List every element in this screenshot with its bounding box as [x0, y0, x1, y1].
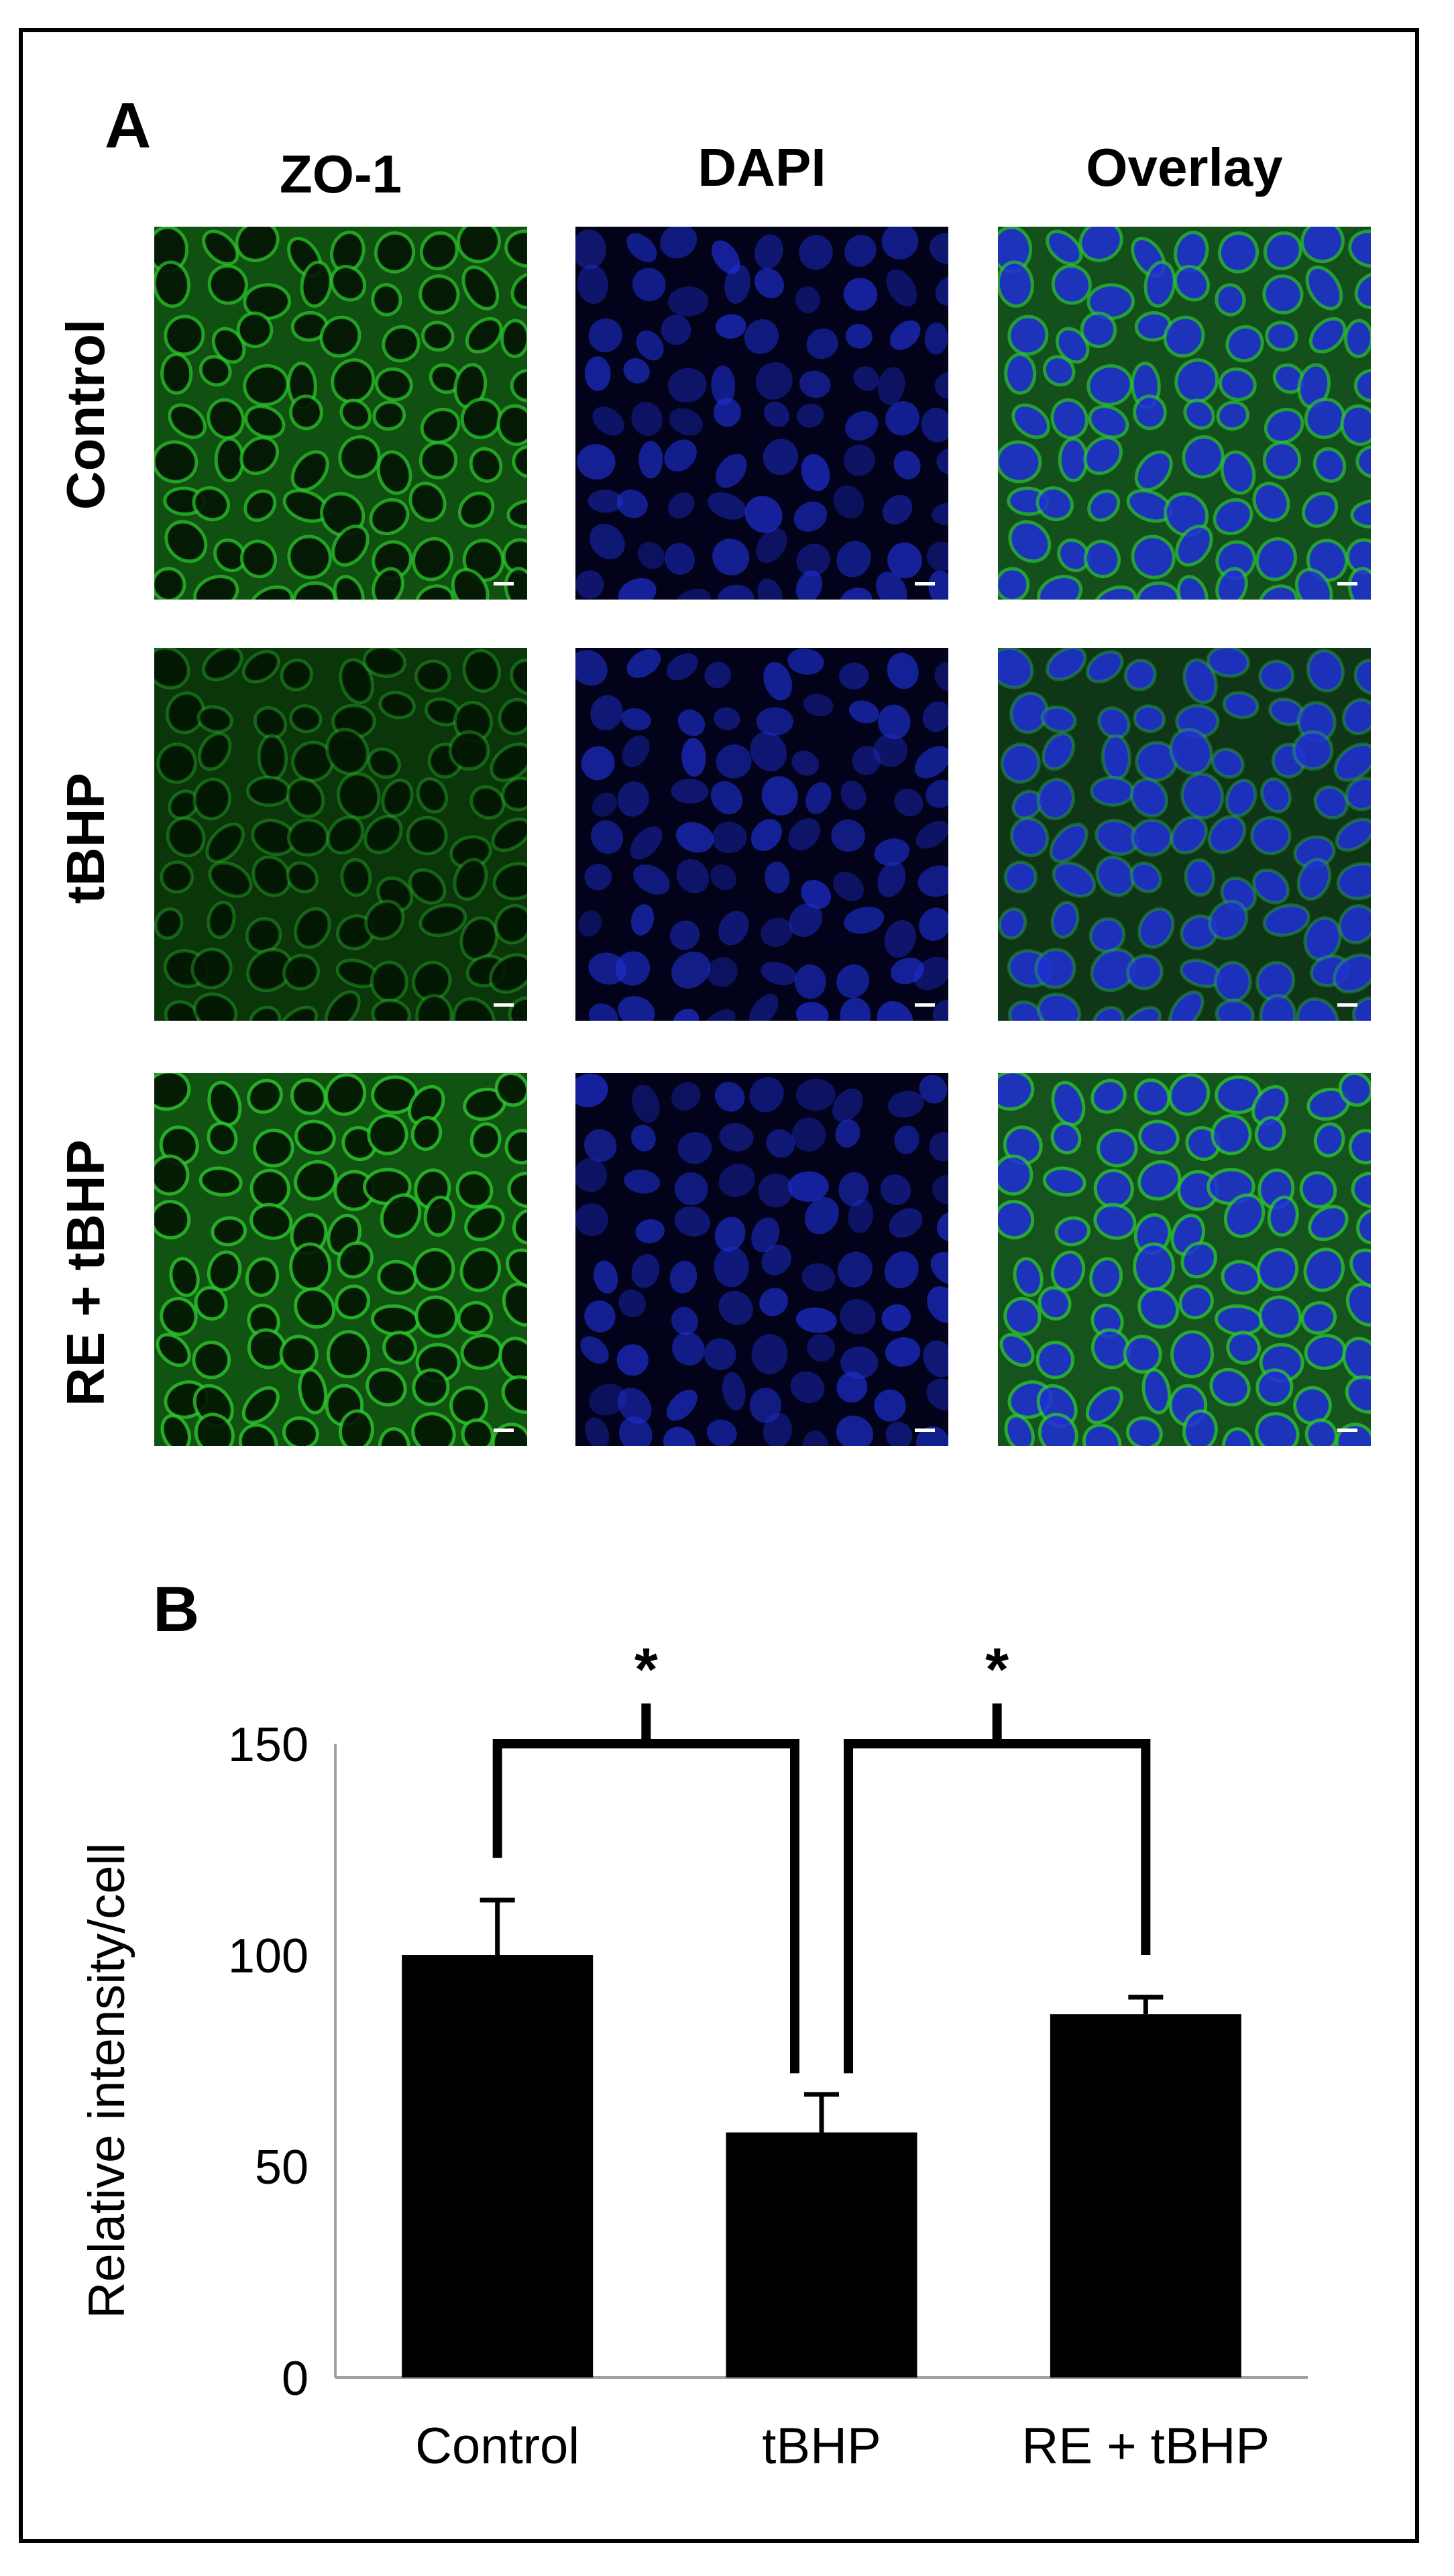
figure-frame [19, 28, 1419, 2543]
x-tick-label-1: tBHP [762, 2418, 881, 2475]
micrograph-re-tbhp-overlay [998, 1073, 1371, 1446]
bar-0 [402, 1955, 594, 2377]
y-tick-label: 0 [282, 2352, 309, 2406]
y-tick-label: 50 [255, 2141, 309, 2194]
x-tick-label-0: Control [415, 2418, 579, 2475]
micrograph-tbhp-overlay [998, 648, 1371, 1021]
micrograph-control-dapi [575, 227, 948, 600]
micrograph-tbhp-dapi [575, 648, 948, 1021]
column-label-overlay: Overlay [1086, 137, 1283, 197]
column-label-zo1: ZO-1 [279, 144, 402, 204]
bar-2 [1050, 2014, 1241, 2377]
x-tick-label-2: RE + tBHP [1022, 2418, 1270, 2475]
bar-1 [726, 2132, 917, 2377]
panel-b-letter: B [153, 1573, 200, 1645]
micrograph-re-tbhp-dapi [575, 1073, 948, 1446]
panel-a-letter: A [105, 90, 152, 162]
y-axis-label: Relative intensity/cell [78, 1843, 135, 2319]
micrograph-control-overlay [998, 227, 1371, 600]
micrograph-tbhp-zo1 [154, 648, 527, 1021]
micrograph-re-tbhp-zo1 [154, 1073, 527, 1446]
significance-star-1: * [985, 1636, 1009, 1703]
micrograph-control-zo1 [154, 227, 527, 600]
y-tick-label: 150 [228, 1718, 309, 1772]
significance-star-0: * [634, 1636, 658, 1703]
column-label-dapi: DAPI [697, 137, 826, 197]
y-tick-label: 100 [228, 1929, 309, 1983]
